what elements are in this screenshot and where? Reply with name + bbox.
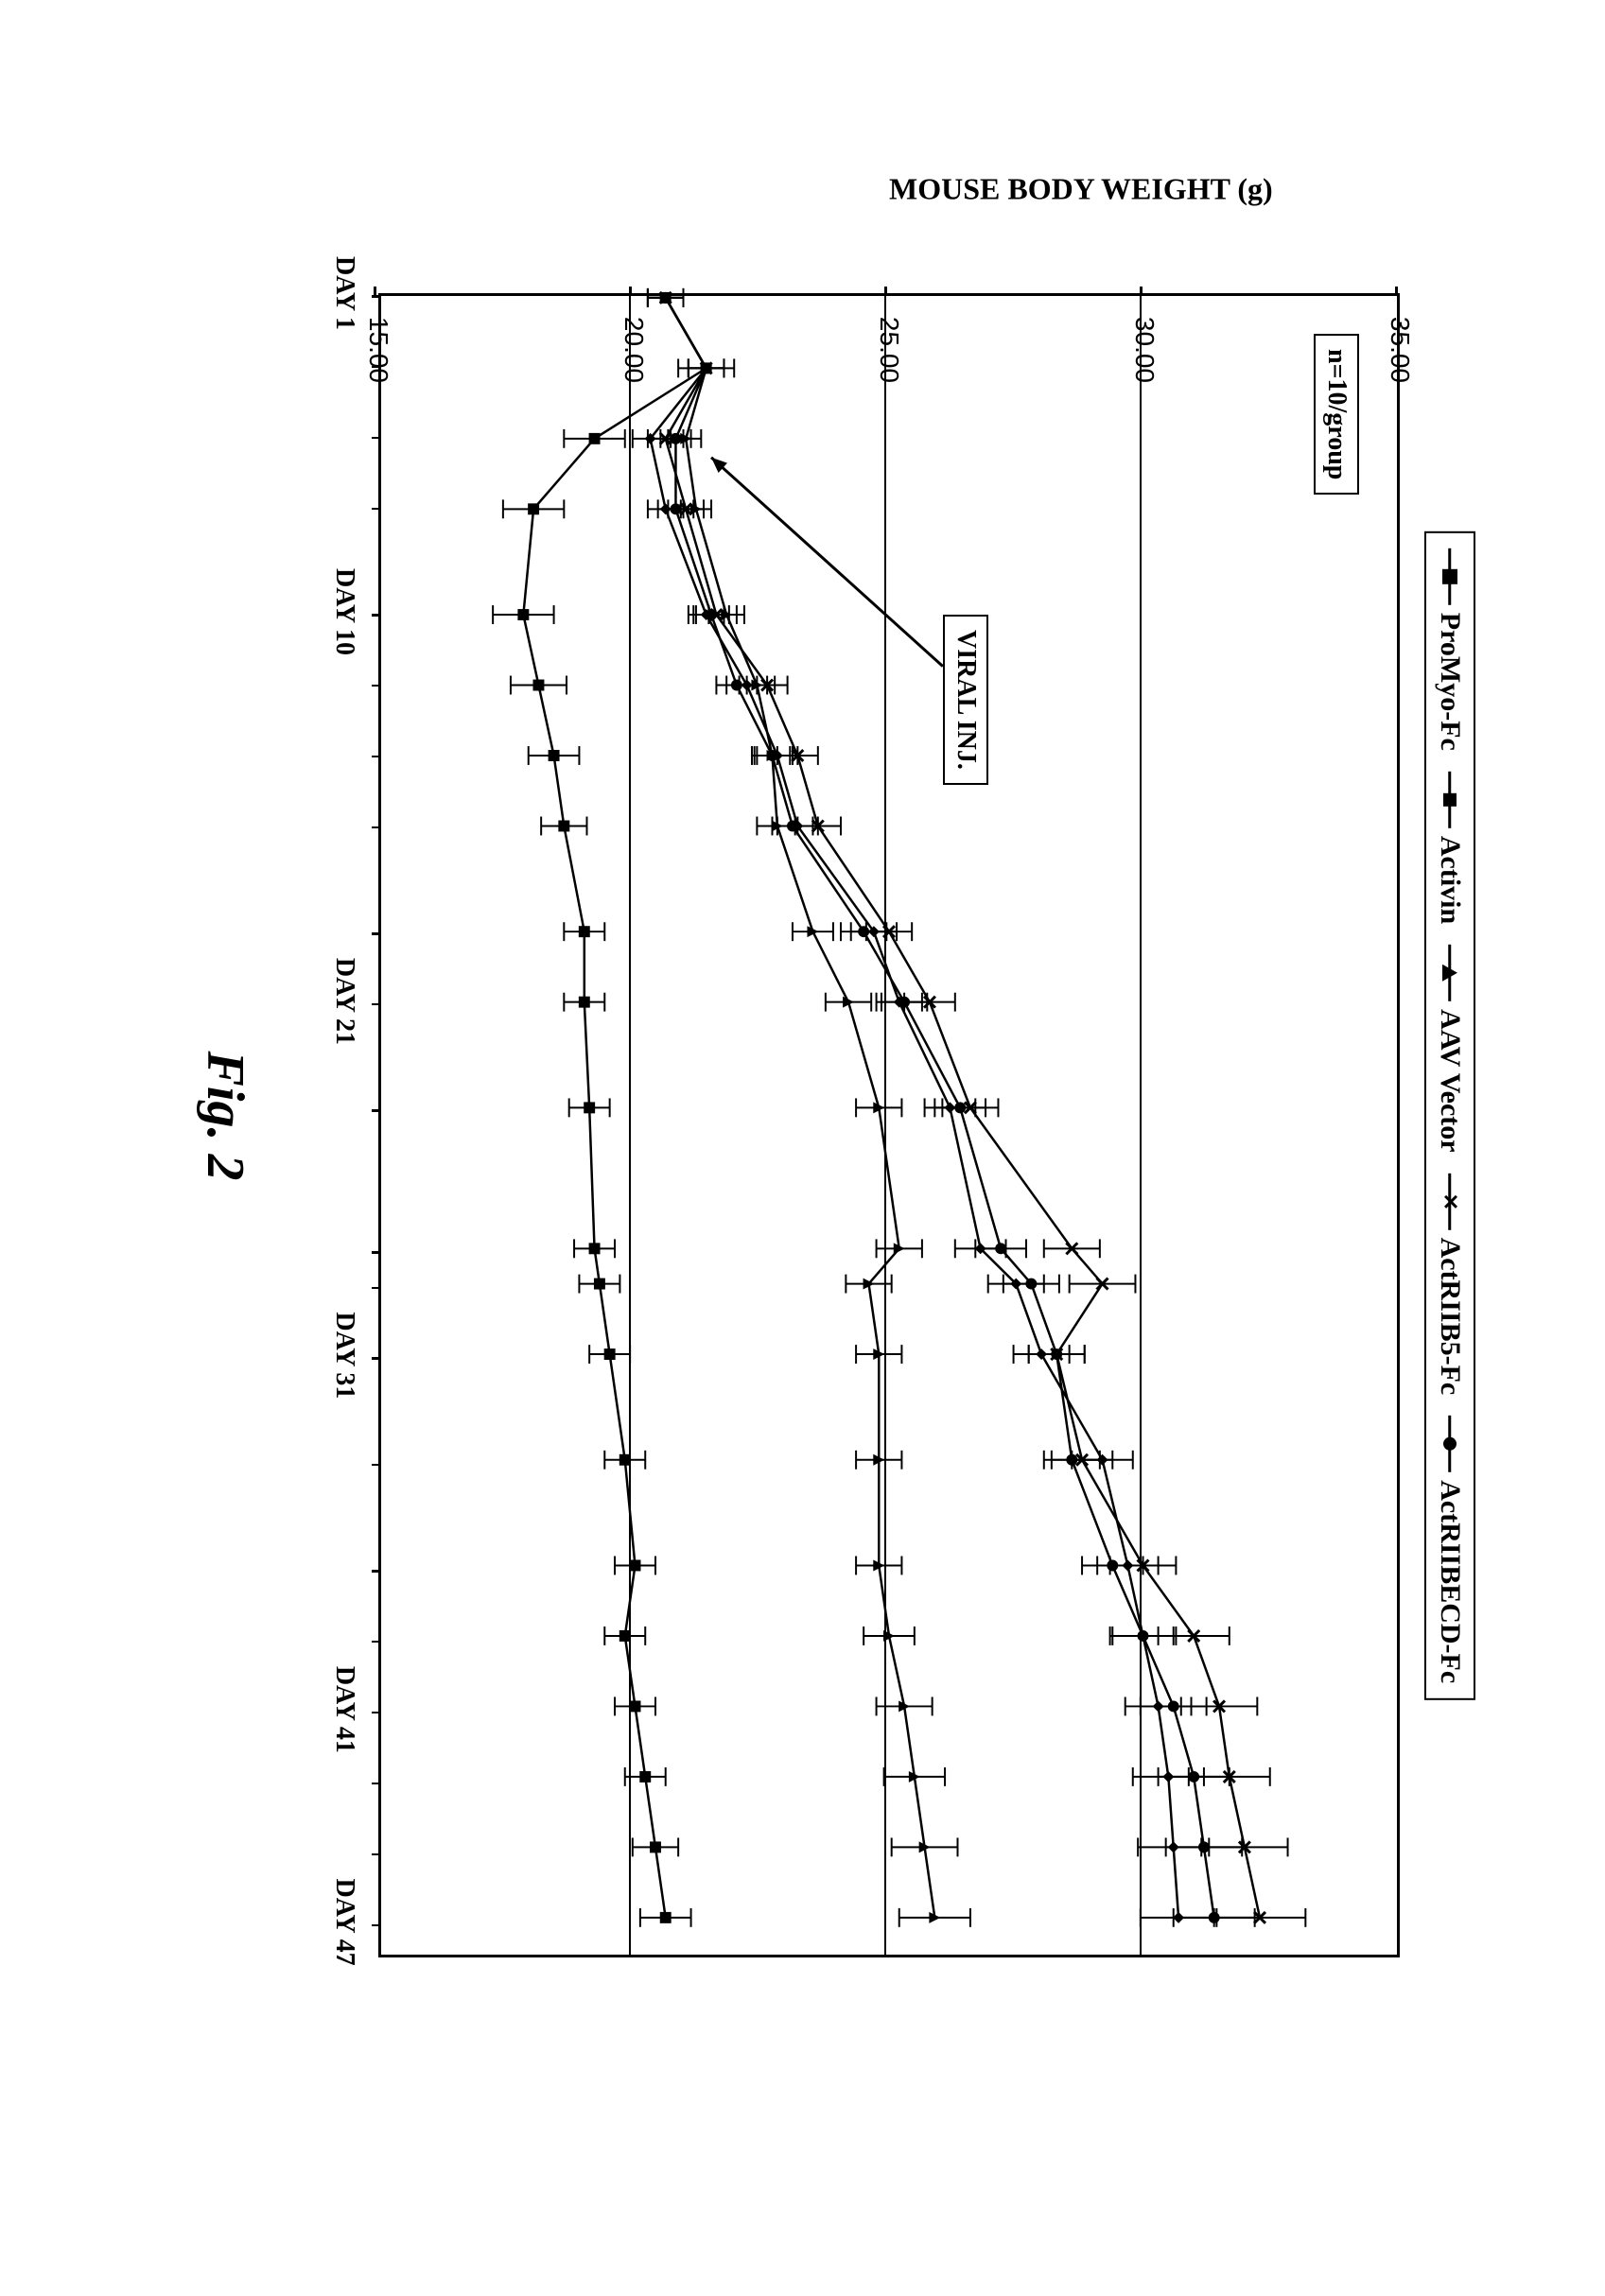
legend-label: ProMyo-Fc [1434,613,1466,751]
x-tick [372,1251,381,1254]
x-tick [372,1287,381,1290]
x-tick [372,932,381,935]
info-viral-box: VIRAL INJ. [943,615,988,785]
x-tick [372,1924,381,1927]
x-tick [372,685,381,687]
legend-item-promyo-fc: ProMyo-Fc [1434,548,1466,751]
legend-item-aav-vector: AAV Vector [1434,945,1466,1152]
legend-item-actriib5-fc: ✕ ActRIIB5-Fc [1434,1174,1466,1396]
x-tick-label: DAY 31 [329,1312,359,1399]
figure-area: ProMyo-Fc Activin AAV Vector ✕ ActRIIB5-Fc Ac… [113,170,1494,2061]
x-tick [372,756,381,758]
gridline [884,296,886,1955]
legend-label: ActRIIBECD-Fc [1434,1480,1466,1683]
xmark-icon: ✕ [1439,1174,1461,1230]
x-tick [372,1783,381,1785]
circle-icon [1439,1416,1461,1472]
x-tick [372,1641,381,1644]
x-tick [372,1712,381,1714]
x-tick-label: DAY 21 [329,958,359,1045]
y-tick-label: 25.00 [874,317,904,383]
x-tick [372,1570,381,1573]
y-tick-label: 30.00 [1129,317,1160,383]
chart-plot-svg [381,296,1397,1955]
diamond-icon [1439,548,1461,605]
x-tick [372,508,381,511]
series-actriibecd-fc [648,288,1255,1927]
x-tick [372,1357,381,1360]
y-tick-label: 35.00 [1385,317,1415,383]
x-tick [372,826,381,829]
series-promyo-fc [633,288,1217,1927]
x-tick [372,295,381,298]
y-tick [1396,287,1399,296]
triangle-icon [1439,945,1461,1001]
x-tick [372,1464,381,1467]
x-tick [372,1003,381,1006]
rotated-wrapper: ProMyo-Fc Activin AAV Vector ✕ ActRIIB5-Fc Ac… [113,170,1494,2061]
x-tick-label: DAY 47 [329,1879,359,1966]
series-aav-vector [648,288,970,1927]
gridline [629,296,631,1955]
x-tick-label: DAY 41 [329,1666,359,1753]
y-tick-label: 15.00 [363,317,393,383]
x-tick [372,1109,381,1112]
legend-item-actriibecd-fc: ActRIIBECD-Fc [1434,1416,1466,1683]
legend-item-activin: Activin [1434,772,1466,924]
y-axis-title: MOUSE BODY WEIGHT (g) [889,172,1273,207]
x-tick-label: DAY 10 [329,568,359,655]
y-tick [630,287,633,296]
arrow-icon [711,458,943,667]
x-tick [372,437,381,440]
y-tick [1141,287,1143,296]
info-n-box: n=10/group [1314,334,1359,495]
legend-label: ActRIIB5-Fc [1434,1238,1466,1396]
series-activin [493,288,734,1927]
page-container: ProMyo-Fc Activin AAV Vector ✕ ActRIIB5-Fc Ac… [113,170,1494,2061]
x-tick-label: DAY 1 [329,256,359,330]
legend-label: Activin [1434,836,1466,924]
y-tick-label: 20.00 [619,317,649,383]
figure-caption: Fig. 2 [195,1052,255,1181]
chart-container: n=10/group VIRAL INJ. [378,293,1400,1957]
legend-box: ProMyo-Fc Activin AAV Vector ✕ ActRIIB5-Fc Ac… [1424,531,1475,1700]
x-tick [372,1853,381,1856]
y-tick [885,287,888,296]
x-tick [372,614,381,617]
gridline [1140,296,1142,1955]
square-icon [1439,772,1461,828]
legend-label: AAV Vector [1434,1009,1466,1152]
